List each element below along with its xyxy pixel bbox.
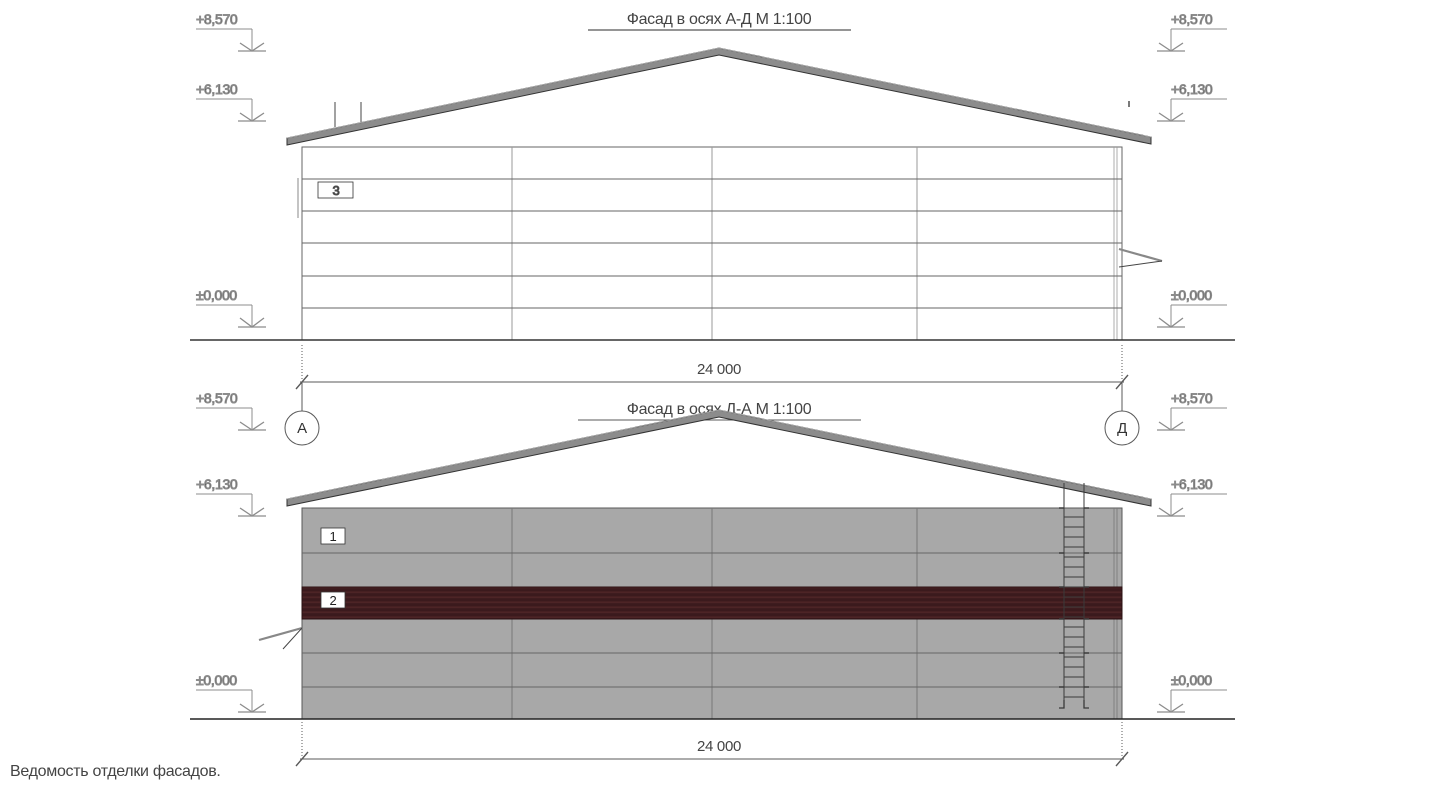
svg-text:24 000: 24 000: [697, 738, 741, 755]
svg-text:±0,000: ±0,000: [196, 287, 237, 303]
svg-text:Д: Д: [1117, 420, 1127, 437]
svg-text:2: 2: [330, 593, 337, 608]
svg-text:±0,000: ±0,000: [1171, 672, 1212, 688]
svg-text:Ведомость отделки фасадов.: Ведомость отделки фасадов.: [10, 763, 221, 780]
svg-text:+8,570: +8,570: [196, 11, 238, 27]
svg-text:А: А: [297, 420, 307, 437]
svg-text:+8,570: +8,570: [196, 390, 238, 406]
svg-text:+8,570: +8,570: [1171, 390, 1213, 406]
svg-text:+6,130: +6,130: [196, 81, 238, 97]
svg-text:+8,570: +8,570: [1171, 11, 1213, 27]
svg-text:±0,000: ±0,000: [1171, 287, 1212, 303]
svg-text:Фасад в осях А-Д М 1:100: Фасад в осях А-Д М 1:100: [627, 11, 812, 28]
svg-text:3: 3: [333, 183, 340, 198]
svg-text:24 000: 24 000: [697, 361, 741, 378]
svg-text:1: 1: [330, 529, 337, 544]
svg-text:±0,000: ±0,000: [196, 672, 237, 688]
svg-text:+6,130: +6,130: [1171, 81, 1213, 97]
svg-text:+6,130: +6,130: [1171, 476, 1213, 492]
svg-text:+6,130: +6,130: [196, 476, 238, 492]
